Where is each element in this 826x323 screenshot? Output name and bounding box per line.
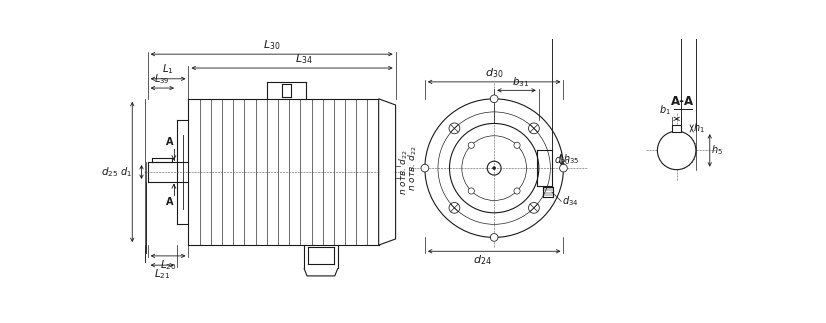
Text: b$_{31}$: b$_{31}$ xyxy=(511,75,529,89)
Polygon shape xyxy=(378,99,396,245)
Circle shape xyxy=(514,188,520,194)
Text: d$_{20}$: d$_{20}$ xyxy=(554,153,571,167)
Circle shape xyxy=(468,142,474,148)
Text: d$_{1}$: d$_{1}$ xyxy=(121,165,132,179)
Text: n отв. d$_{22}$: n отв. d$_{22}$ xyxy=(406,145,419,191)
Text: n отв. d$_{22}$: n отв. d$_{22}$ xyxy=(397,149,410,195)
Text: L$_{34}$: L$_{34}$ xyxy=(295,52,312,66)
Text: L$_{39}$: L$_{39}$ xyxy=(154,73,170,87)
Text: b$_{1}$: b$_{1}$ xyxy=(659,103,671,117)
Text: d$_{25}$: d$_{25}$ xyxy=(101,165,118,179)
Circle shape xyxy=(657,131,695,170)
Text: L$_{30}$: L$_{30}$ xyxy=(263,38,281,52)
Text: A-A: A-A xyxy=(672,95,695,108)
Text: A: A xyxy=(165,197,173,207)
Bar xyxy=(672,125,681,132)
Circle shape xyxy=(492,167,496,170)
Text: d$_{24}$: d$_{24}$ xyxy=(473,254,492,267)
Text: d$_{30}$: d$_{30}$ xyxy=(485,66,503,79)
Circle shape xyxy=(560,164,567,172)
Text: h$_{5}$: h$_{5}$ xyxy=(711,143,724,157)
Circle shape xyxy=(491,95,498,103)
Text: L$_{1}$: L$_{1}$ xyxy=(162,63,174,77)
Text: A: A xyxy=(165,137,173,147)
Text: h$_{1}$: h$_{1}$ xyxy=(693,121,705,135)
Text: L$_{20}$: L$_{20}$ xyxy=(159,258,177,272)
Text: h$_{35}$: h$_{35}$ xyxy=(563,152,579,166)
Circle shape xyxy=(421,164,429,172)
Text: d$_{34}$: d$_{34}$ xyxy=(562,194,578,208)
Text: L$_{21}$: L$_{21}$ xyxy=(154,267,170,281)
Circle shape xyxy=(491,234,498,241)
Circle shape xyxy=(514,142,520,148)
Circle shape xyxy=(468,188,474,194)
